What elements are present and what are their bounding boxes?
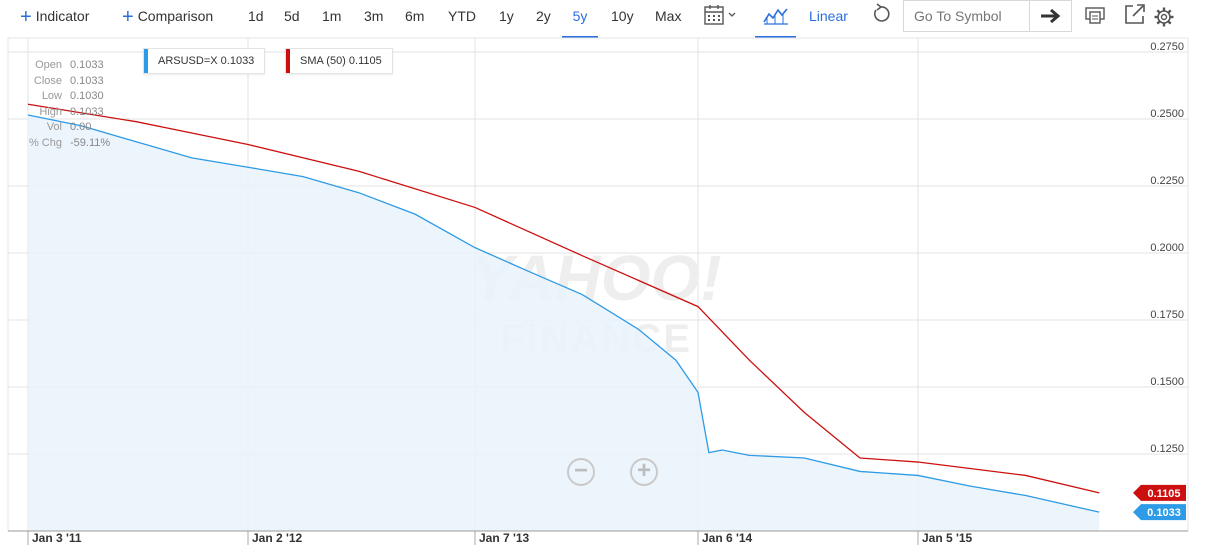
ohlc-value: 0.1030: [70, 90, 104, 102]
ohlc-label: Open: [35, 59, 62, 71]
indicator-button[interactable]: + Indicator: [20, 0, 89, 38]
legend-swatch: [144, 49, 148, 73]
ohlc-label: High: [39, 105, 62, 118]
series-line-sma: [27, 103, 1100, 494]
zoom-out-button[interactable]: −: [567, 458, 595, 486]
y-tick-label: 0.2500: [1150, 108, 1184, 120]
series-area-fill: [28, 114, 1100, 531]
y-tick-label: 0.1750: [1150, 309, 1184, 321]
ohlc-row: High 0.1033: [10, 105, 110, 121]
legend-swatch: [286, 49, 290, 73]
x-tick-label: Jan 3 '11: [32, 531, 82, 545]
ohlc-panel: Open 0.1033 Close 0.1033 Low 0.1030 High 0.1…: [10, 58, 110, 151]
ohlc-value: 0.1033: [70, 105, 104, 118]
range-1m[interactable]: 1m: [322, 8, 342, 24]
legend-series-arsusd[interactable]: ARSUSD=X 0.1033: [143, 48, 266, 74]
series-line-arsusd: [27, 114, 1100, 513]
x-tick-label: Jan 2 '12: [252, 531, 303, 545]
chart-type-button[interactable]: [755, 0, 796, 38]
reset-icon: [873, 3, 890, 22]
plus-icon: +: [122, 6, 134, 28]
y-tick-label: 0.1250: [1150, 443, 1184, 455]
range-max[interactable]: Max: [655, 8, 682, 24]
ohlc-row: % Chg -59.11%: [10, 136, 110, 152]
range-5y[interactable]: 5y: [562, 0, 598, 38]
ohlc-label: Close: [33, 74, 62, 87]
print-button[interactable]: [1084, 4, 1106, 28]
last-value-badge: [1133, 484, 1186, 501]
last-value-label: 0.1033: [1133, 504, 1186, 521]
comparison-button[interactable]: + Comparison: [122, 0, 213, 38]
last-value-labels: 0.1033 0.1105: [1133, 484, 1186, 521]
y-tick-label: 0.2000: [1150, 242, 1184, 254]
chart-toolbar: + Indicator + Comparison 1d 5d 1m 3m 6m YT…: [0, 0, 1227, 38]
last-value-badge: [1133, 504, 1186, 521]
range-1y[interactable]: 1y: [499, 8, 514, 24]
x-tick-label: Jan 5 '15: [922, 531, 973, 545]
ohlc-label: Low: [41, 90, 62, 102]
gear-icon: [1154, 7, 1174, 27]
indicator-label: Indicator: [35, 8, 90, 24]
popout-button[interactable]: [1124, 3, 1146, 29]
ohlc-value: 0.1033: [70, 74, 104, 87]
symbol-search-input[interactable]: [903, 0, 1030, 32]
x-axis-ticks: Jan 3 '11 Jan 2 '12 Jan 7 '13 Jan 6 '14 Jan …: [8, 530, 1188, 545]
zoom-in-button[interactable]: +: [630, 458, 658, 486]
ohlc-value: 0.00: [70, 121, 92, 133]
plus-icon: +: [20, 6, 32, 28]
range-ytd[interactable]: YTD: [448, 8, 476, 24]
ohlc-row: Vol 0.00: [10, 120, 110, 136]
comparison-label: Comparison: [137, 8, 214, 24]
range-1d[interactable]: 1d: [248, 8, 264, 24]
ohlc-label: % Chg: [28, 136, 62, 149]
y-tick-label: 0.1500: [1150, 376, 1184, 388]
reset-button[interactable]: [870, 2, 892, 28]
range-6m[interactable]: 6m: [405, 8, 425, 24]
range-5d[interactable]: 5d: [284, 8, 300, 24]
print-icon: [1085, 7, 1105, 24]
last-value-label: 0.1105: [1133, 484, 1186, 501]
plus-icon: +: [636, 456, 651, 484]
go-button[interactable]: [1030, 0, 1072, 32]
last-value-text: 0.1033: [1147, 507, 1181, 519]
x-tick-label: Jan 7 '13: [479, 531, 530, 545]
ohlc-value: -59.11%: [70, 136, 111, 149]
y-tick-label: 0.2250: [1150, 175, 1184, 187]
last-value-text: 0.1105: [1147, 488, 1180, 500]
range-10y[interactable]: 10y: [611, 8, 634, 24]
y-tick-label: 0.2750: [1150, 41, 1184, 53]
range-2y[interactable]: 2y: [536, 8, 551, 24]
legend-label: ARSUSD=X 0.1033: [158, 55, 255, 67]
date-range-button[interactable]: [704, 4, 738, 28]
popout-icon: [1125, 4, 1145, 24]
ohlc-row: Low 0.1030: [10, 89, 110, 105]
ohlc-label: Vol: [46, 121, 62, 133]
minus-icon: −: [573, 456, 588, 484]
x-tick-label: Jan 6 '14: [702, 531, 753, 545]
legend-series-sma[interactable]: SMA (50) 0.1105: [285, 48, 393, 74]
calendar-icon: [704, 5, 736, 25]
range-3m[interactable]: 3m: [364, 8, 384, 24]
arrow-right-icon: [1040, 8, 1060, 24]
settings-button[interactable]: [1153, 6, 1175, 30]
ohlc-row: Open 0.1033: [10, 58, 110, 74]
chart-type-icon: [763, 8, 788, 25]
ohlc-value: 0.1033: [70, 59, 104, 71]
legend-label: SMA (50) 0.1105: [300, 55, 382, 67]
y-axis-ticks: 0.2750 0.2500 0.2250 0.2000 0.1750 0.1500 0.12…: [1150, 41, 1184, 455]
ohlc-row: Close 0.1033: [10, 74, 110, 90]
scale-toggle[interactable]: Linear: [809, 8, 848, 24]
